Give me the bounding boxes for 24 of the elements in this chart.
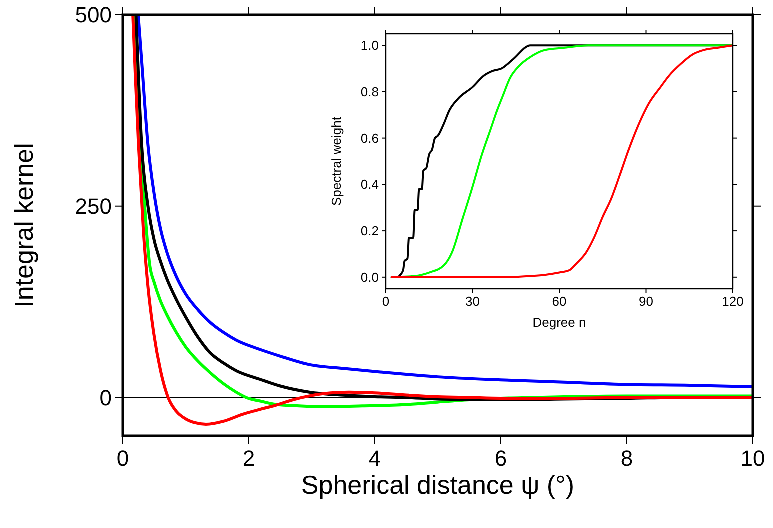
x-tick-label: 0 <box>382 294 390 309</box>
y-axis-title: Spectral weight <box>329 116 344 206</box>
y-tick-label: 0.2 <box>360 224 379 239</box>
y-tick-label: 0.4 <box>360 177 379 192</box>
x-tick-label: 8 <box>620 446 634 471</box>
x-tick-label: 60 <box>552 294 567 309</box>
x-tick-label: 2 <box>242 446 256 471</box>
y-tick-label: 0.0 <box>360 270 379 285</box>
y-tick-label: 250 <box>75 194 112 220</box>
y-tick-label: 500 <box>75 2 112 28</box>
x-tick-label: 120 <box>722 294 744 309</box>
y-axis-title: Integral kernel <box>9 143 39 308</box>
y-tick-label: 1.0 <box>360 38 379 54</box>
x-axis-title: Degree n <box>532 315 586 330</box>
y-tick-label: 0.8 <box>360 84 379 100</box>
x-tick-label: 90 <box>639 294 654 309</box>
x-tick-label: 0 <box>116 446 130 471</box>
x-tick-label: 6 <box>494 446 508 471</box>
x-tick-label: 30 <box>466 294 480 309</box>
x-tick-label: 4 <box>368 446 382 471</box>
y-tick-label: 0.6 <box>360 130 379 146</box>
y-tick-label: 0 <box>100 385 112 410</box>
x-tick-label: 10 <box>740 446 766 471</box>
x-axis-title: Spherical distance ψ (°) <box>301 470 575 500</box>
